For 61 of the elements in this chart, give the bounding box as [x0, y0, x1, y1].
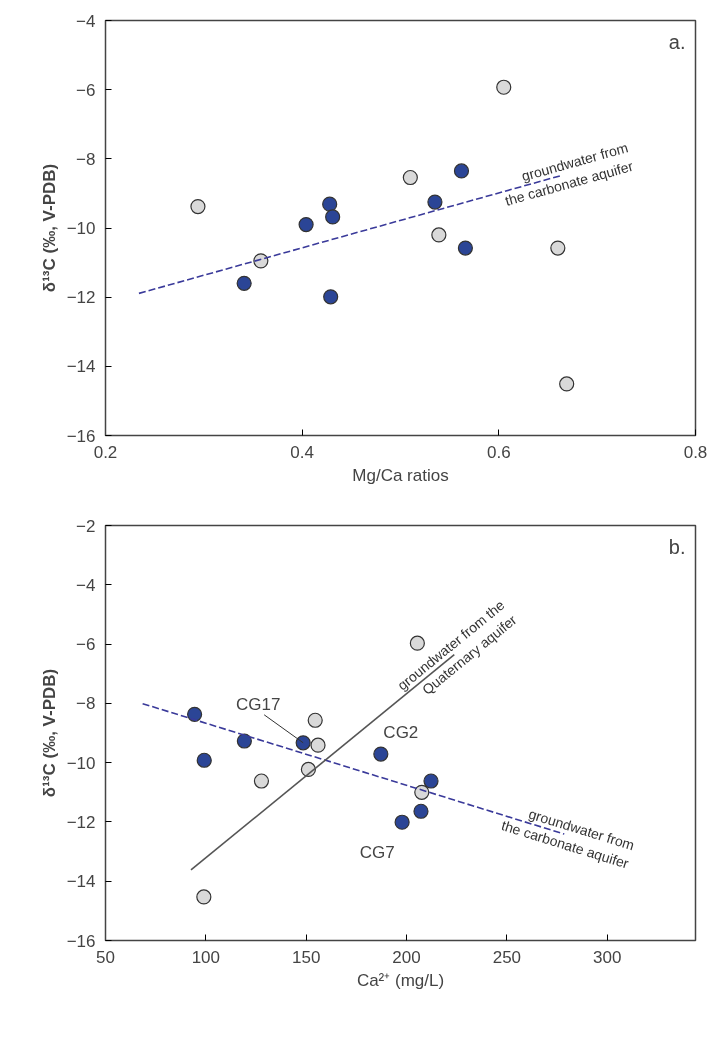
- point: [322, 196, 338, 212]
- annotation: a.: [668, 30, 686, 53]
- point: [394, 814, 410, 830]
- point: [196, 889, 212, 905]
- point: [413, 803, 429, 819]
- point: [325, 209, 341, 225]
- y-tick-label: −6: [76, 635, 96, 655]
- y-tick-label: −6: [76, 80, 96, 100]
- annotation: CG2: [383, 722, 419, 742]
- point: [253, 773, 270, 789]
- y-tick-label: −14: [66, 872, 96, 892]
- point: [427, 194, 443, 210]
- x-tick-label: 100: [191, 947, 221, 967]
- point: [453, 163, 470, 179]
- y-tick-label: −10: [66, 219, 96, 238]
- x-tick-label: 0.6: [487, 442, 511, 462]
- point: [559, 376, 575, 392]
- point: [496, 79, 512, 95]
- y-tick-label: −12: [66, 812, 96, 832]
- y-tick-label: −16: [66, 931, 96, 951]
- x-tick-label: 250: [492, 947, 522, 967]
- point: [457, 240, 473, 256]
- point: [190, 198, 206, 215]
- x-tick-label: 0.4: [290, 442, 314, 462]
- point: [402, 169, 418, 186]
- x-tick-label: 300: [593, 947, 622, 967]
- x-tick-label: 0.2: [93, 442, 118, 462]
- x-tick-label: 50: [96, 947, 115, 967]
- point: [187, 706, 203, 722]
- point: [414, 784, 430, 800]
- x-axis-title: Mg/Ca ratios: [352, 465, 449, 485]
- point: [550, 240, 566, 256]
- point: [431, 227, 447, 243]
- point: [373, 746, 389, 762]
- y-tick-label: −12: [66, 288, 96, 308]
- x-axis-title: Ca²⁺ (mg/L): [356, 970, 445, 990]
- point: [323, 289, 339, 305]
- x-tick-label: 200: [392, 947, 421, 967]
- y-tick-label: −14: [66, 357, 96, 377]
- annotation: CG17: [235, 695, 281, 715]
- point: [307, 712, 323, 728]
- y-tick-label: −16: [66, 426, 96, 446]
- y-axis-title: δ¹³C (‰, V-PDB): [39, 668, 59, 798]
- point: [236, 275, 252, 291]
- point: [196, 752, 212, 768]
- annotation: CG7: [359, 842, 395, 862]
- point: [298, 216, 314, 233]
- annotation: b.: [668, 535, 686, 558]
- x-tick-label: 0.8: [683, 442, 708, 462]
- point: [423, 773, 439, 789]
- point: [295, 735, 311, 751]
- point: [236, 733, 252, 749]
- x-tick-label: 150: [292, 947, 321, 967]
- y-tick-label: −8: [76, 694, 96, 714]
- y-axis-title: δ¹³C (‰, V-PDB): [39, 163, 59, 293]
- point: [310, 737, 326, 753]
- y-tick-label: −2: [76, 516, 96, 536]
- y-tick-label: −4: [76, 11, 96, 31]
- y-tick-label: −8: [76, 149, 96, 169]
- y-tick-label: −10: [66, 753, 96, 773]
- y-tick-label: −4: [76, 575, 96, 595]
